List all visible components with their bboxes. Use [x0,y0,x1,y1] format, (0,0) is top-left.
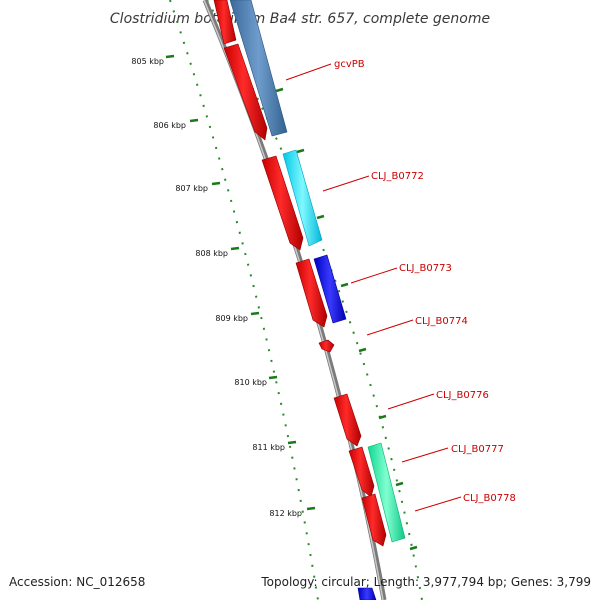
gene-clj-b0772[interactable] [282,149,323,247]
outer-tick-track [206,0,423,600]
gene-label-clj-b0774[interactable]: CLJ_B0774 [415,316,468,327]
gene-label-clj-b0776[interactable]: CLJ_B0776 [436,390,489,401]
tick-809 [250,311,260,316]
map-title: Clostridium botulinum Ba4 str. 657, comp… [110,11,490,27]
leader-clj-b0778 [414,496,462,512]
tick-811 [287,440,297,445]
gene-label-clj-b0777[interactable]: CLJ_B0777 [451,444,504,455]
tick-806 [189,118,199,123]
tick-812 [306,506,316,511]
tick-label-810: 810 kbp [234,378,267,387]
cds-clj-b0774[interactable] [318,339,335,353]
inner-tick-track [165,0,319,600]
leader-gcvpb [285,63,332,81]
cds-clj-b0776[interactable] [333,393,362,447]
leader-clj-b0773 [350,267,398,284]
cds-clj-b0773[interactable] [295,258,328,328]
gene-partial-bottom[interactable] [357,587,377,600]
gene-labels: gcvPB CLJ_B0772 CLJ_B0773 CLJ_B0774 CLJ_… [285,59,516,512]
topology-text: Topology: circular; Length: 3,977,794 bp… [260,575,591,589]
gene-gcvpb[interactable] [229,0,288,137]
cds-features [213,0,387,547]
tick-label-811: 811 kbp [252,443,285,452]
tick-807 [211,181,221,186]
tick-805 [165,54,175,59]
gene-label-clj-b0773[interactable]: CLJ_B0773 [399,263,452,274]
cds-clj-b0777[interactable] [348,446,375,498]
leader-clj-b0772 [322,175,370,192]
tick-label-808: 808 kbp [195,249,228,258]
tick-label-805: 805 kbp [131,57,164,66]
leader-clj-b0774 [366,319,414,336]
tick-810 [268,375,278,380]
accession-text: Accession: NC_012658 [9,575,145,589]
cds-top-partial[interactable] [213,0,237,45]
cds-clj-b0778[interactable] [361,493,387,547]
tick-label-806: 806 kbp [153,121,186,130]
tick-label-812: 812 kbp [269,509,302,518]
gene-label-clj-b0772[interactable]: CLJ_B0772 [371,171,424,182]
cds-gcvpb[interactable] [223,43,268,141]
gene-clj-b0773[interactable] [313,254,347,324]
tick-label-807: 807 kbp [175,184,208,193]
gene-clj-b0778[interactable] [367,442,406,543]
gene-label-clj-b0778[interactable]: CLJ_B0778 [463,493,516,504]
tick-label-809: 809 kbp [215,314,248,323]
tick-808 [230,246,240,251]
tick-labels: 805 kbp 806 kbp 807 kbp 808 kbp 809 kbp … [131,57,302,518]
cds-clj-b0772[interactable] [261,155,304,251]
leader-clj-b0776 [387,393,435,410]
leader-clj-b0777 [401,447,449,463]
gene-label-gcvpb[interactable]: gcvPB [334,59,365,70]
gene-features [229,0,406,600]
